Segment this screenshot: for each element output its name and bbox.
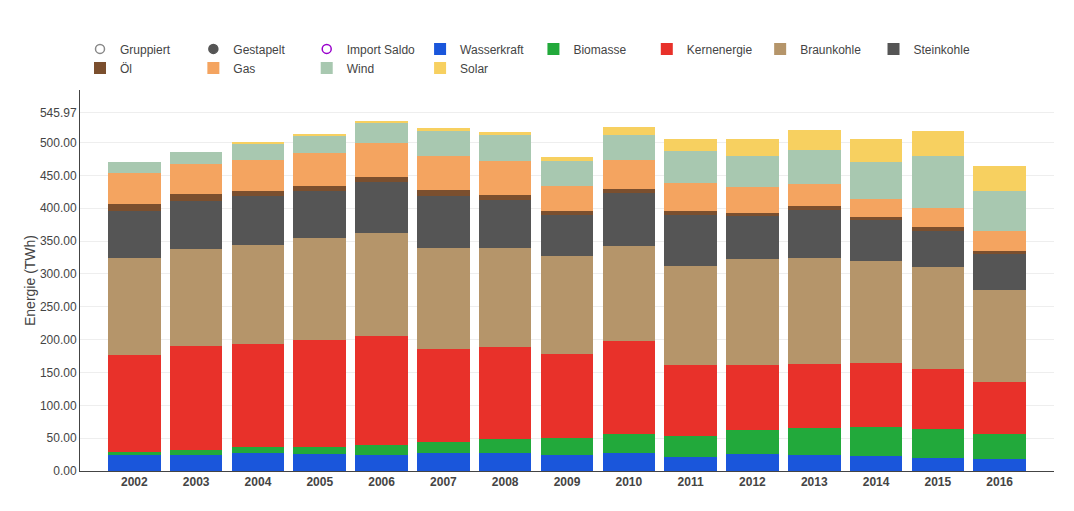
svg-text:Öl: Öl xyxy=(120,62,132,76)
svg-text:2006: 2006 xyxy=(368,475,395,489)
svg-text:2002: 2002 xyxy=(121,475,148,489)
svg-text:2008: 2008 xyxy=(492,475,519,489)
svg-text:2013: 2013 xyxy=(801,475,828,489)
svg-text:Gas: Gas xyxy=(233,62,255,76)
svg-text:2012: 2012 xyxy=(739,475,766,489)
svg-text:2003: 2003 xyxy=(183,475,210,489)
svg-text:250.00: 250.00 xyxy=(40,300,77,314)
svg-text:100.00: 100.00 xyxy=(40,399,77,413)
svg-text:545.97: 545.97 xyxy=(40,106,77,120)
svg-text:Gestapelt: Gestapelt xyxy=(233,43,285,57)
svg-text:Gruppiert: Gruppiert xyxy=(120,43,171,57)
svg-text:Braunkohle: Braunkohle xyxy=(800,43,861,57)
svg-text:Wind: Wind xyxy=(347,62,374,76)
svg-text:2004: 2004 xyxy=(245,475,272,489)
svg-text:Energie (TWh): Energie (TWh) xyxy=(22,235,38,326)
svg-text:Biomasse: Biomasse xyxy=(573,43,626,57)
svg-text:Wasserkraft: Wasserkraft xyxy=(460,43,524,57)
svg-text:400.00: 400.00 xyxy=(40,201,77,215)
svg-text:Kernenergie: Kernenergie xyxy=(687,43,753,57)
svg-text:200.00: 200.00 xyxy=(40,333,77,347)
svg-text:2007: 2007 xyxy=(430,475,457,489)
svg-text:Import Saldo: Import Saldo xyxy=(347,43,415,57)
svg-text:300.00: 300.00 xyxy=(40,267,77,281)
svg-text:450.00: 450.00 xyxy=(40,169,77,183)
svg-text:2010: 2010 xyxy=(615,475,642,489)
svg-text:0.00: 0.00 xyxy=(53,464,77,478)
svg-text:350.00: 350.00 xyxy=(40,234,77,248)
svg-text:50.00: 50.00 xyxy=(47,431,77,445)
svg-text:150.00: 150.00 xyxy=(40,366,77,380)
svg-text:2005: 2005 xyxy=(306,475,333,489)
svg-text:2011: 2011 xyxy=(678,475,704,489)
svg-text:Steinkohle: Steinkohle xyxy=(914,43,970,57)
svg-text:2015: 2015 xyxy=(925,475,952,489)
svg-text:Solar: Solar xyxy=(460,62,488,76)
svg-text:2016: 2016 xyxy=(986,475,1013,489)
svg-text:500.00: 500.00 xyxy=(40,136,77,150)
svg-text:2009: 2009 xyxy=(554,475,581,489)
svg-text:2014: 2014 xyxy=(863,475,890,489)
